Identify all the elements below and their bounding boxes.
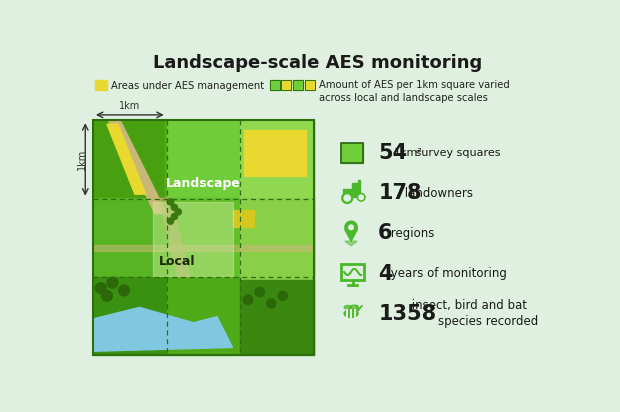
Bar <box>358 180 360 184</box>
Text: 178: 178 <box>378 183 422 204</box>
Circle shape <box>107 277 118 288</box>
Text: 4: 4 <box>378 264 392 283</box>
Bar <box>241 120 314 206</box>
Text: landowners: landowners <box>401 187 472 200</box>
Circle shape <box>345 221 357 234</box>
Text: Areas under AES management: Areas under AES management <box>111 81 264 91</box>
Bar <box>241 281 314 354</box>
Text: 54: 54 <box>378 143 407 164</box>
Text: Landscape: Landscape <box>166 177 241 190</box>
Bar <box>352 183 360 190</box>
Ellipse shape <box>344 305 352 309</box>
Bar <box>341 143 363 163</box>
Bar <box>167 198 241 276</box>
Circle shape <box>118 285 130 296</box>
Circle shape <box>171 204 177 211</box>
Bar <box>93 198 167 276</box>
Ellipse shape <box>344 310 358 317</box>
Bar <box>281 80 291 90</box>
Bar <box>270 80 280 90</box>
Bar <box>244 129 306 176</box>
Circle shape <box>175 209 181 215</box>
Bar <box>93 120 314 355</box>
Bar <box>93 276 167 354</box>
Polygon shape <box>345 229 357 241</box>
Text: 1358: 1358 <box>378 304 436 323</box>
Text: survey squares: survey squares <box>412 148 501 158</box>
Bar <box>293 80 303 90</box>
Bar <box>341 143 363 163</box>
Text: 1km²: 1km² <box>394 148 423 158</box>
Polygon shape <box>93 307 232 351</box>
Bar <box>94 80 107 90</box>
Bar <box>93 120 162 198</box>
Text: 6: 6 <box>378 223 392 243</box>
Circle shape <box>171 213 177 220</box>
Circle shape <box>255 288 264 297</box>
Text: 1km: 1km <box>119 101 141 111</box>
Bar <box>342 189 360 197</box>
Polygon shape <box>107 124 146 194</box>
Circle shape <box>267 299 276 308</box>
Bar <box>153 202 232 276</box>
Bar <box>281 80 291 90</box>
Circle shape <box>348 225 353 229</box>
Text: years of monitoring: years of monitoring <box>387 267 507 280</box>
Circle shape <box>243 295 253 304</box>
Circle shape <box>278 291 288 300</box>
Text: insect, bird and bat
        species recorded: insect, bird and bat species recorded <box>408 299 538 328</box>
Bar <box>241 206 314 276</box>
Circle shape <box>359 195 363 199</box>
Bar <box>167 276 241 354</box>
Bar <box>93 120 314 355</box>
Bar <box>241 198 314 280</box>
Bar <box>270 80 280 90</box>
Circle shape <box>357 193 365 201</box>
Bar <box>232 210 254 227</box>
Circle shape <box>167 218 174 224</box>
Circle shape <box>167 199 174 205</box>
Bar <box>304 80 315 90</box>
Bar <box>341 264 365 280</box>
Circle shape <box>95 283 106 293</box>
Polygon shape <box>345 241 357 246</box>
Text: 1km: 1km <box>77 149 87 170</box>
Text: Landscape-scale AES monitoring: Landscape-scale AES monitoring <box>153 54 482 72</box>
Circle shape <box>102 290 112 301</box>
Circle shape <box>342 193 353 204</box>
Text: Amount of AES per 1km square varied
across local and landscape scales: Amount of AES per 1km square varied acro… <box>319 80 510 103</box>
Bar <box>93 120 167 198</box>
Circle shape <box>344 195 350 201</box>
Bar <box>167 120 241 198</box>
Ellipse shape <box>350 305 359 310</box>
Polygon shape <box>108 120 167 213</box>
Text: regions: regions <box>387 227 434 240</box>
Bar <box>93 245 314 251</box>
Polygon shape <box>159 198 190 276</box>
Text: Local: Local <box>159 255 195 268</box>
Bar <box>293 80 303 90</box>
Bar <box>304 80 315 90</box>
